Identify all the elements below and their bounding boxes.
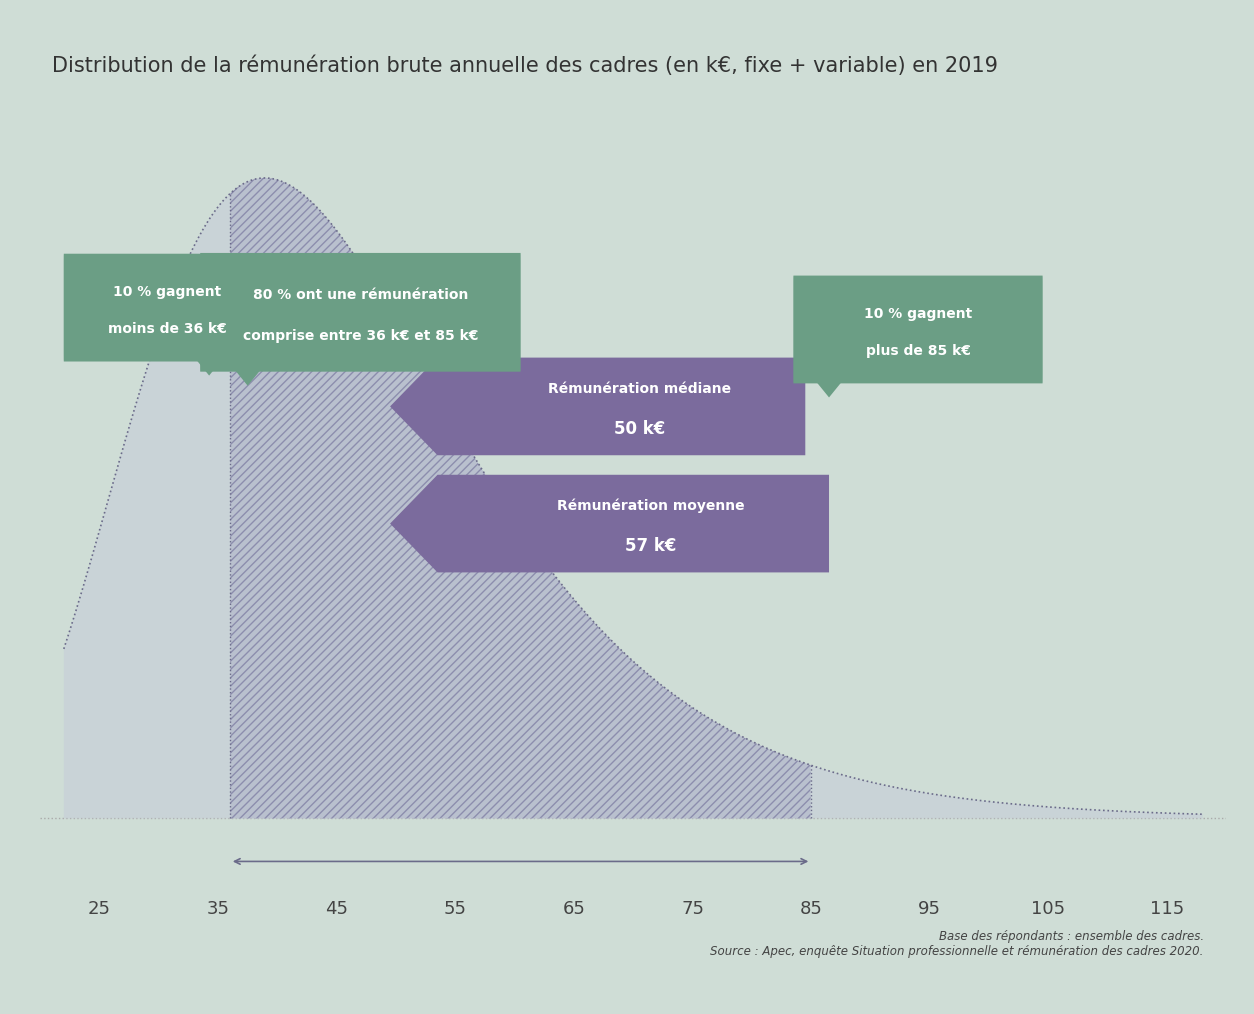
Text: moins de 36 k€: moins de 36 k€: [108, 321, 227, 336]
Text: 57 k€: 57 k€: [626, 537, 677, 555]
Polygon shape: [192, 354, 227, 375]
Polygon shape: [390, 358, 805, 455]
Text: 50 k€: 50 k€: [613, 420, 665, 438]
Text: 10 % gagnent: 10 % gagnent: [864, 307, 972, 320]
Text: 10 % gagnent: 10 % gagnent: [114, 285, 222, 299]
Text: Distribution de la rémunération brute annuelle des cadres (en k€, fixe + variabl: Distribution de la rémunération brute an…: [51, 56, 998, 76]
FancyBboxPatch shape: [201, 252, 520, 372]
FancyBboxPatch shape: [794, 276, 1042, 383]
Text: comprise entre 36 k€ et 85 k€: comprise entre 36 k€ et 85 k€: [243, 329, 478, 343]
Text: Rémunération médiane: Rémunération médiane: [548, 382, 731, 395]
Polygon shape: [390, 475, 829, 573]
Text: plus de 85 k€: plus de 85 k€: [865, 344, 971, 358]
Text: Rémunération moyenne: Rémunération moyenne: [557, 499, 745, 513]
Text: Base des répondants : ensemble des cadres.
Source : Apec, enquête Situation prof: Base des répondants : ensemble des cadre…: [711, 930, 1204, 958]
Polygon shape: [811, 375, 846, 397]
FancyBboxPatch shape: [64, 254, 272, 362]
Text: 80 % ont une rémunération: 80 % ont une rémunération: [253, 288, 468, 302]
Polygon shape: [229, 364, 266, 385]
